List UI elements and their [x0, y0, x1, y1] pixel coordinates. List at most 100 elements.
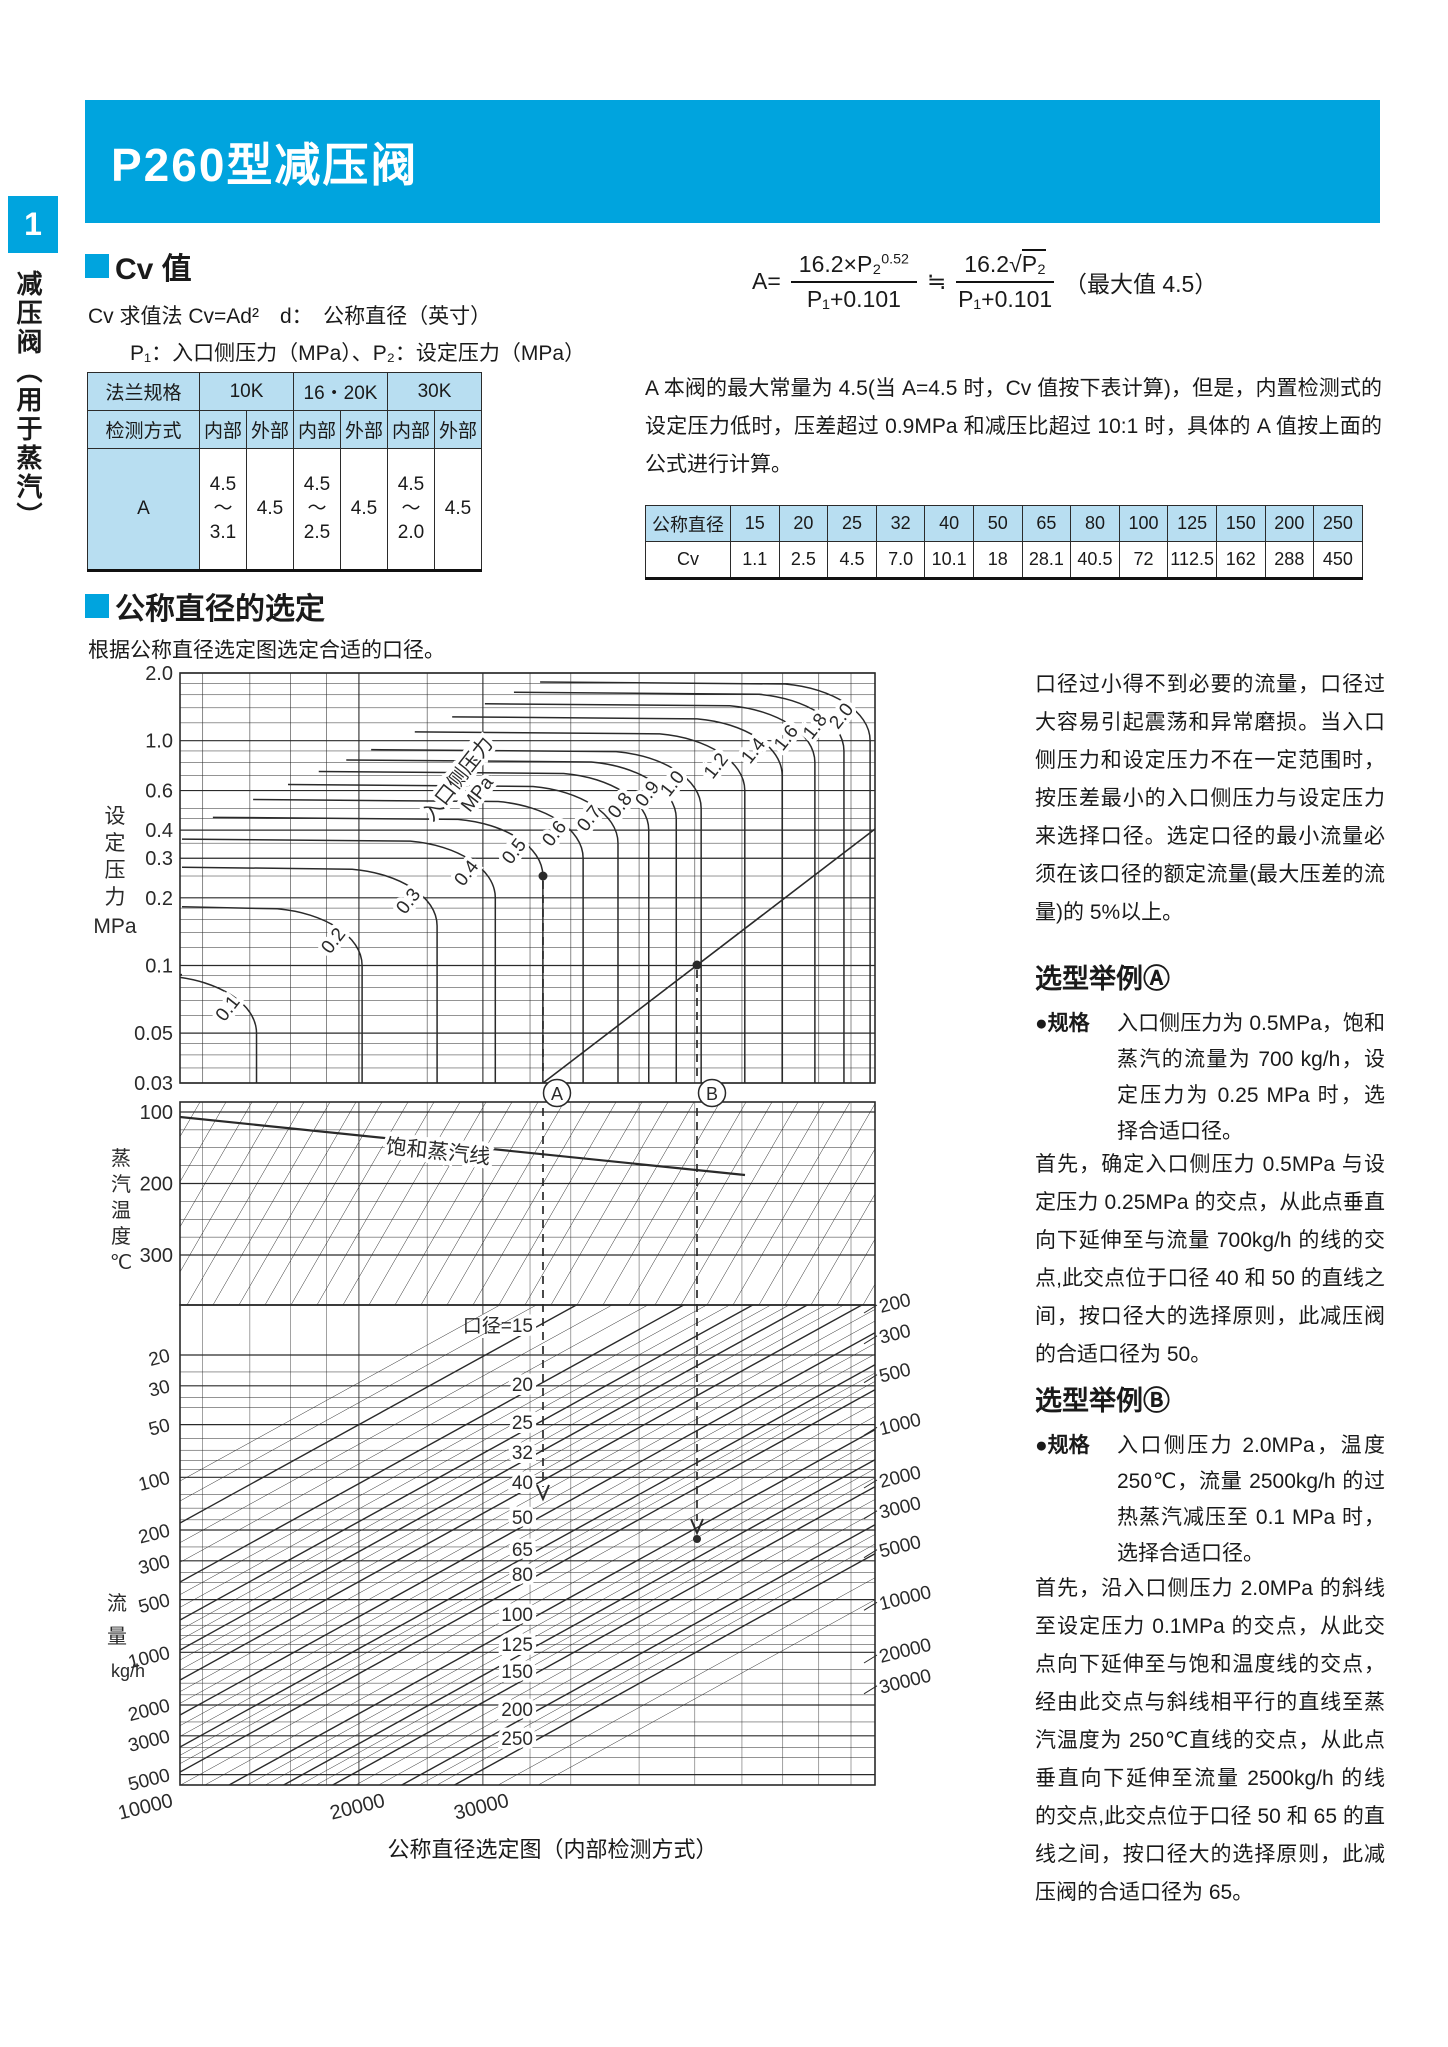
- svg-text:0.03: 0.03: [134, 1073, 173, 1095]
- svg-text:2000: 2000: [877, 1462, 923, 1493]
- svg-text:0.6: 0.6: [538, 817, 571, 851]
- svg-text:设: 设: [105, 805, 126, 828]
- svg-text:80: 80: [512, 1565, 533, 1586]
- svg-text:1.0: 1.0: [656, 767, 689, 801]
- svg-text:0.6: 0.6: [145, 781, 173, 803]
- formula-approx-sign: ≒: [927, 268, 947, 295]
- cell: 10.1: [924, 541, 974, 579]
- spec-bullet-label: ●规格: [1035, 1012, 1090, 1035]
- svg-text:1.6: 1.6: [770, 721, 803, 755]
- cell: 外部: [246, 410, 294, 449]
- svg-text:125: 125: [501, 1635, 533, 1656]
- cell: 内部: [387, 410, 436, 449]
- cell: 18: [972, 541, 1023, 579]
- chart-caption: 公称直径选定图（内部检测方式）: [387, 1837, 718, 1862]
- svg-text:1.4: 1.4: [737, 734, 770, 768]
- flange-30k: 30K: [387, 372, 483, 411]
- svg-text:200: 200: [136, 1520, 172, 1548]
- example-a-heading: 选型举例Ⓐ: [1035, 964, 1170, 994]
- svg-text:3000: 3000: [126, 1726, 172, 1757]
- svg-text:定: 定: [105, 832, 126, 855]
- cell: 2.5: [778, 541, 829, 579]
- cell: 40: [924, 505, 974, 542]
- cell: 28.1: [1021, 541, 1072, 579]
- cell: 65: [1021, 505, 1072, 542]
- table-row: Cv 1.1 2.5 4.5 7.0 10.1 18 28.1 40.5 72 …: [645, 541, 1363, 579]
- svg-text:10000: 10000: [116, 1790, 175, 1825]
- svg-text:量: 量: [107, 1626, 127, 1648]
- svg-text:20000: 20000: [328, 1790, 387, 1825]
- cell: 4.5 〜 2.0: [387, 448, 436, 571]
- svg-text:压: 压: [105, 859, 126, 882]
- svg-text:200: 200: [140, 1174, 173, 1196]
- svg-text:0.5: 0.5: [498, 835, 531, 869]
- cell: 内部: [199, 410, 247, 449]
- chapter-number-tab: 1: [8, 196, 58, 253]
- cell: 4.5: [434, 448, 483, 571]
- svg-text:10000: 10000: [877, 1582, 933, 1615]
- cell: 162: [1215, 541, 1266, 579]
- svg-text:0.2: 0.2: [317, 924, 350, 958]
- svg-text:汽: 汽: [111, 1173, 131, 1196]
- svg-text:1.8: 1.8: [799, 710, 832, 744]
- svg-text:2.0: 2.0: [825, 699, 858, 733]
- svg-text:40: 40: [512, 1473, 533, 1494]
- cell: 1.1: [730, 541, 780, 579]
- formula-fraction-2: 16.2√P₂ P₁+0.101: [956, 249, 1054, 314]
- cell: 4.5 〜 2.5: [293, 448, 341, 571]
- cv-value-table: 公称直径 15 20 25 32 40 50 65 80 100 125 150…: [645, 505, 1363, 580]
- example-b-heading: 选型举例Ⓑ: [1035, 1386, 1170, 1416]
- formula-numerator-1: 16.2×P₂0.52: [790, 250, 917, 283]
- table-row: 法兰规格 10K 16・20K 30K: [87, 372, 483, 411]
- formula-numerator-2: 16.2√P₂: [956, 249, 1054, 283]
- svg-text:300: 300: [877, 1321, 913, 1349]
- svg-text:1000: 1000: [877, 1410, 923, 1441]
- blue-square-bullet-icon: [85, 254, 109, 278]
- svg-text:蒸: 蒸: [111, 1147, 131, 1170]
- svg-text:250: 250: [501, 1729, 533, 1750]
- svg-text:65: 65: [512, 1540, 533, 1561]
- selection-nomograph-chart: 2.0 1.0 0.6 0.4 0.3 0.2 0.1 0.05 0.03 设定压力 MPa 0.1 0…: [93, 665, 933, 1825]
- a-value-note: A 本阀的最大常量为 4.5(当 A=4.5 时，Cv 值按下表计算)，但是，内…: [645, 377, 1382, 477]
- svg-text:0.3: 0.3: [145, 848, 173, 870]
- cell: 7.0: [875, 541, 926, 579]
- cell: 4.5: [339, 448, 389, 571]
- formula-lhs: A=: [752, 268, 781, 295]
- table-row: 公称直径 15 20 25 32 40 50 65 80 100 125 150…: [645, 505, 1363, 542]
- svg-text:30000: 30000: [452, 1790, 511, 1825]
- chapter-vertical-title: 减压阀（用于蒸汽）: [13, 270, 43, 531]
- svg-text:25: 25: [512, 1413, 533, 1434]
- cell: 288: [1264, 541, 1315, 579]
- cell: 40.5: [1070, 541, 1120, 579]
- selection-section-heading-text: 公称直径的选定: [115, 593, 325, 626]
- formula-denominator-2: P₁+0.101: [958, 285, 1053, 312]
- cell: 20: [778, 505, 829, 542]
- page-title: P260型减压阀: [111, 138, 419, 191]
- cv-row-label: Cv: [645, 541, 731, 579]
- svg-text:50: 50: [147, 1415, 173, 1440]
- svg-text:0.9: 0.9: [632, 777, 665, 811]
- formula-fraction-1: 16.2×P₂0.52 P₁+0.101: [790, 250, 917, 314]
- example-b-body: 首先，沿入口侧压力 2.0MPa 的斜线至设定压力 0.1MPa 的交点，从此交…: [1035, 1577, 1385, 1904]
- svg-text:温: 温: [111, 1199, 131, 1222]
- formula-denominator-1: P₁+0.101: [806, 285, 901, 312]
- cv-section-heading: Cv 值: [85, 244, 192, 288]
- cell: 4.5: [246, 448, 294, 571]
- flange-spec-label: 法兰规格: [87, 372, 200, 411]
- cell: 250: [1313, 505, 1363, 542]
- cv-section-heading-text: Cv 值: [115, 253, 192, 286]
- svg-text:0.1: 0.1: [212, 992, 245, 1026]
- example-a-spec-text: 入口侧压力为 0.5MPa，饱和蒸汽的流量为 700 kg/h，设定压力为 0.…: [1117, 1012, 1385, 1143]
- svg-text:0.05: 0.05: [134, 1023, 173, 1045]
- example-b-spec-text: 入口侧压力 2.0MPa，温度 250℃，流量 2500kg/h 的过热蒸汽减压…: [1117, 1434, 1385, 1565]
- svg-text:0.2: 0.2: [145, 888, 173, 910]
- svg-text:300: 300: [140, 1245, 173, 1267]
- svg-text:20: 20: [147, 1345, 173, 1370]
- svg-text:30000: 30000: [877, 1666, 933, 1699]
- cell: 4.5 〜 3.1: [199, 448, 247, 571]
- cell: 72: [1118, 541, 1169, 579]
- svg-text:3000: 3000: [877, 1493, 923, 1524]
- cell: 外部: [434, 410, 483, 449]
- cell: 50: [972, 505, 1023, 542]
